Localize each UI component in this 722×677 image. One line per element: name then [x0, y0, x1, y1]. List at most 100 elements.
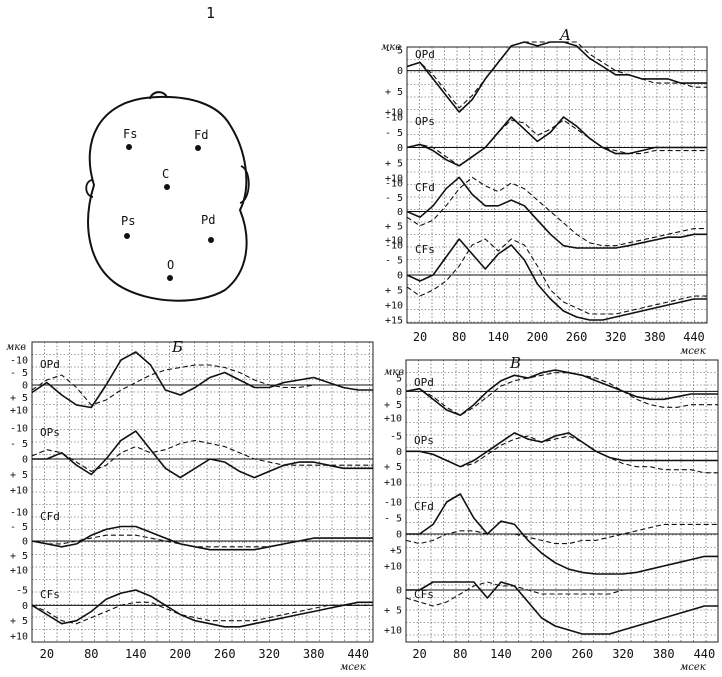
- b-grid: [31, 341, 373, 643]
- b-xtick-label: 260: [214, 647, 236, 661]
- v-channel-label: OPs: [414, 434, 434, 447]
- a-cfd-dashed-line: [406, 176, 707, 247]
- v-ytick-label: + 5: [384, 462, 402, 473]
- head-left-ear: [85, 179, 94, 198]
- b-ytick-label: -5: [16, 586, 28, 597]
- b-ytick-label: 0: [22, 455, 28, 466]
- b-ytick-label: + 5: [10, 551, 28, 562]
- a-cfs-solid-line: [406, 238, 707, 321]
- b-panel-title: Б: [171, 338, 183, 356]
- a-channel-opd: - 5 0 + 5 +10 OPd: [385, 41, 707, 119]
- b-xtick-label: 80: [84, 647, 98, 661]
- a-ytick-label: 0: [397, 271, 403, 282]
- b-channel-cfs: -5 0 + 5 +10 CFs: [10, 586, 373, 643]
- b-xtick-label: 380: [303, 647, 325, 661]
- v-channel-label: CFs: [414, 588, 434, 601]
- b-ytick-label: +10: [10, 486, 28, 497]
- v-ytick-label: +10: [384, 478, 402, 489]
- b-xtick-label: 440: [347, 647, 369, 661]
- v-channel-cfd: -10 - 5 0 +5 +10 CFd: [384, 493, 718, 575]
- head-diagram: Fs Fd C Ps Pd O: [85, 91, 250, 302]
- b-ops-solid-line: [32, 430, 373, 479]
- electrode-fs-label: Fs: [123, 127, 137, 141]
- v-channel-opd: 5 0 + 5 +10 OPd: [384, 369, 718, 425]
- b-ytick-label: 0: [22, 537, 28, 548]
- v-frame: [405, 359, 719, 643]
- v-channel-ops: -5 0 + 5 +10 OPs: [384, 432, 718, 489]
- a-ytick-label: 0: [397, 143, 403, 154]
- a-ytick-label: +10: [385, 174, 403, 185]
- a-panel-title: A: [558, 26, 571, 44]
- v-channel-label: CFd: [414, 500, 434, 513]
- electrode-o-dot: [167, 275, 173, 281]
- v-x-unit: мсек: [680, 662, 706, 673]
- v-xtick-label: 260: [572, 647, 594, 661]
- b-xtick-label: 20: [40, 647, 54, 661]
- a-opd-solid-line: [406, 41, 707, 113]
- v-xtick-label: 200: [531, 647, 553, 661]
- b-ytick-label: + 5: [10, 393, 28, 404]
- b-cfs-dashed-line: [31, 601, 373, 625]
- v-channel-cfs: 0 + 5 +10 CFs: [384, 581, 718, 637]
- b-ytick-label: - 5: [10, 368, 28, 379]
- b-ytick-label: +10: [10, 406, 28, 417]
- v-ytick-label: 0: [396, 387, 402, 398]
- v-xtick-label: 380: [653, 647, 675, 661]
- b-channel-label: CFs: [40, 588, 60, 601]
- b-ytick-label: - 5: [10, 522, 28, 533]
- b-ytick-label: 0: [22, 601, 28, 612]
- a-ytick-label: + 5: [385, 286, 403, 297]
- a-channel-label: OPd: [415, 48, 435, 61]
- b-channel-ops: -10 - 5 0 + 5 +10 OPs: [10, 424, 373, 497]
- b-xtick-label: 140: [125, 647, 147, 661]
- a-ytick-label: +10: [385, 236, 403, 247]
- a-ytick-label: -10: [385, 241, 403, 252]
- v-xtick-label: 20: [412, 647, 426, 661]
- v-ytick-label: +10: [384, 414, 402, 425]
- a-channel-cfd: -10 - 5 0 + 5 +10 CFd: [385, 176, 707, 249]
- b-frame: [31, 341, 374, 643]
- a-ops-dashed-line: [406, 119, 707, 167]
- v-ytick-label: + 5: [384, 400, 402, 411]
- b-opd-dashed-line: [31, 364, 373, 406]
- v-ytick-label: 0: [396, 586, 402, 597]
- b-ytick-label: +10: [10, 566, 28, 577]
- a-opd-dashed-line: [406, 41, 707, 109]
- a-cfd-solid-line: [406, 176, 707, 249]
- a-ytick-label: - 5: [385, 46, 403, 57]
- b-ops-dashed-line: [31, 439, 373, 472]
- b-ytick-label: +10: [10, 632, 28, 643]
- v-xtick-label: 80: [453, 647, 467, 661]
- b-channel-label: CFd: [40, 510, 60, 523]
- v-cfs-solid-line: [406, 581, 718, 635]
- a-xtick-label: 380: [644, 330, 666, 344]
- electrode-ps-dot: [124, 233, 130, 239]
- electrode-pd-label: Pd: [201, 213, 215, 227]
- v-opd-solid-line: [405, 369, 718, 417]
- v-ops-solid-line: [406, 432, 718, 468]
- a-ytick-label: -10: [385, 179, 403, 190]
- b-ytick-label: - 5: [10, 439, 28, 450]
- v-ytick-label: +10: [384, 626, 402, 637]
- b-cfd-solid-line: [31, 525, 373, 551]
- v-channel-label: OPd: [414, 376, 434, 389]
- a-xtick-label: 200: [527, 330, 549, 344]
- b-ytick-label: -10: [10, 356, 28, 367]
- b-opd-solid-line: [31, 351, 373, 409]
- v-grid: [405, 359, 718, 642]
- v-y-unit: мкв: [384, 367, 404, 378]
- electrode-ps-label: Ps: [121, 214, 135, 228]
- a-xtick-label: 80: [452, 330, 466, 344]
- electrode-fs-dot: [126, 144, 132, 150]
- a-grid: [406, 46, 708, 323]
- a-ytick-label: + 5: [385, 158, 403, 169]
- b-y-unit: мкв: [6, 342, 26, 353]
- a-channel-label: CFd: [415, 181, 435, 194]
- b-ytick-label: + 5: [10, 470, 28, 481]
- v-panel-title: В: [509, 354, 521, 372]
- a-ytick-label: 0: [397, 66, 403, 77]
- v-xtick-label: 440: [694, 647, 716, 661]
